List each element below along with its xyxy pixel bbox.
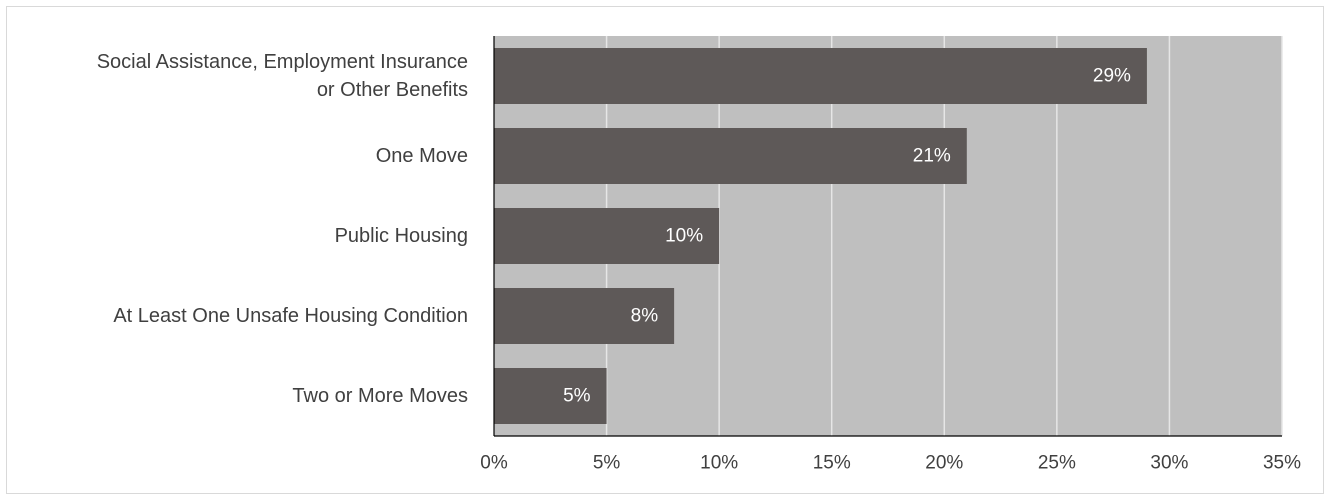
data-label: 10% (665, 226, 703, 247)
plot-area: 29% 21% 10% 8% 5% (493, 36, 1283, 437)
bar (494, 128, 967, 184)
x-tick-label: 15% (813, 453, 851, 474)
x-axis-ticks: 0% 5% 10% 15% 20% 25% 30% 35% (480, 453, 1301, 474)
category-label: One Move (376, 145, 468, 167)
data-label: 21% (913, 146, 951, 167)
bar (494, 48, 1147, 104)
x-tick-label: 5% (593, 453, 621, 474)
data-label: 29% (1093, 66, 1131, 87)
x-tick-label: 10% (700, 453, 738, 474)
x-tick-label: 25% (1038, 453, 1076, 474)
category-labels: Social Assistance, Employment Insurance o… (97, 51, 468, 407)
x-tick-label: 20% (925, 453, 963, 474)
bar (494, 208, 720, 264)
x-tick-label: 30% (1150, 453, 1188, 474)
category-label: Social Assistance, Employment Insurance o… (97, 51, 468, 101)
bar (494, 288, 675, 344)
x-tick-label: 0% (480, 453, 508, 474)
bar (494, 368, 607, 424)
category-label: At Least One Unsafe Housing Condition (113, 305, 468, 327)
category-label: Public Housing (335, 225, 468, 247)
data-label: 5% (563, 386, 591, 407)
category-label: Two or More Moves (292, 385, 468, 407)
data-label: 8% (631, 306, 659, 327)
x-tick-label: 35% (1263, 453, 1301, 474)
